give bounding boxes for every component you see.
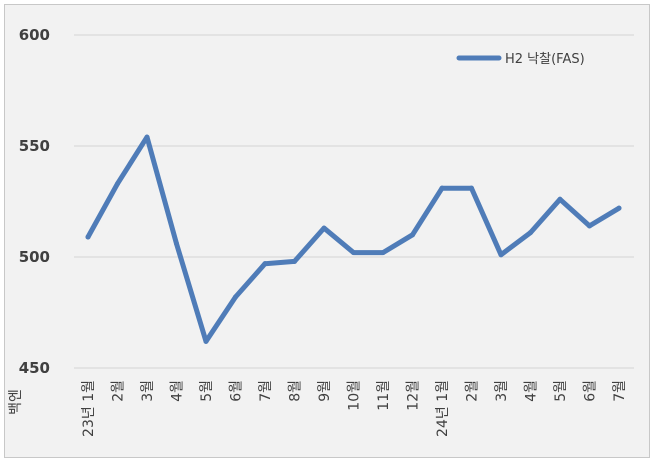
data-point [85,234,91,240]
y-tick-label: 500 [19,248,50,266]
x-tick-label: 8월 [288,380,304,402]
data-point [528,230,533,236]
x-tick-label: 2월 [111,380,127,402]
data-point [380,250,386,256]
data-point [233,294,238,300]
data-point [115,181,120,187]
x-tick-label: 3월 [140,380,156,402]
x-tick-label: 4월 [524,380,540,402]
x-tick-label: 5월 [553,380,569,402]
data-point [498,252,504,258]
x-tick-label: 10월 [347,380,363,411]
x-tick-label: 24년 1월 [435,380,451,437]
x-tick-label: 5월 [199,380,215,402]
x-tick-label: 4월 [170,380,186,402]
data-point [203,338,209,344]
x-tick-label: 23년 1월 [81,380,97,437]
data-point [616,205,622,211]
y-tick-label: 600 [19,26,50,44]
y-tick-label: 550 [19,137,50,155]
data-point [262,261,268,267]
data-point [144,134,150,140]
x-tick-label: 9월 [317,380,333,402]
data-point [410,232,415,238]
data-point [321,225,327,231]
legend: H2 낙찰(FAS) [456,52,585,67]
gridlines [74,34,634,369]
series-line [85,134,622,344]
x-tick-label: 3월 [494,380,510,402]
x-tick-label: 2월 [465,380,481,402]
x-tick-label: 7월 [612,380,628,402]
legend-label: H2 낙찰(FAS) [505,52,585,67]
x-tick-label: 6월 [229,380,245,402]
data-point [174,241,179,247]
x-axis-ticks: 23년 1월 2월 3월 4월 5월 6월 7월 8월 9월 10월 11월 12월 24년 1월 2월 3… [81,380,628,437]
x-tick-label: 6월 [583,380,599,402]
x-tick-label: 12월 [406,380,422,411]
data-point [351,250,356,256]
x-tick-label: 7월 [258,380,274,402]
series-lines [85,134,622,344]
y-axis-label: 백엔 [8,389,24,415]
data-point [557,196,563,202]
data-point [587,223,592,229]
x-tick-label: 11월 [376,380,392,411]
data-point [292,258,297,264]
data-point [469,185,474,191]
y-tick-label: 450 [19,359,50,377]
y-axis-ticks: 450 500 550 600 [19,26,50,377]
data-point [439,185,445,191]
